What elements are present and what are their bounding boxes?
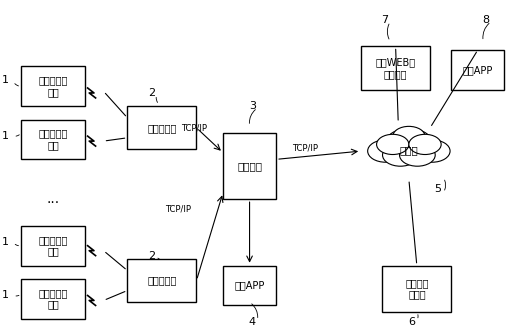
FancyBboxPatch shape: [21, 66, 85, 106]
Text: 应用APP: 应用APP: [463, 65, 493, 75]
Text: TCP/IP: TCP/IP: [165, 205, 191, 214]
FancyBboxPatch shape: [361, 46, 430, 90]
FancyBboxPatch shape: [223, 133, 276, 199]
FancyBboxPatch shape: [21, 120, 85, 159]
FancyBboxPatch shape: [382, 266, 451, 312]
Text: ...: ...: [47, 192, 59, 206]
FancyBboxPatch shape: [127, 106, 196, 149]
Text: 边缘物联网
节点: 边缘物联网 节点: [38, 235, 68, 257]
FancyBboxPatch shape: [451, 50, 504, 90]
Circle shape: [376, 134, 409, 154]
Text: TCP/IP: TCP/IP: [293, 143, 318, 152]
Text: 1: 1: [2, 290, 9, 300]
Circle shape: [409, 134, 441, 154]
Text: 专有APP: 专有APP: [234, 281, 265, 290]
Text: 混合建模
预测器: 混合建模 预测器: [405, 278, 429, 300]
Text: 边缘控制器: 边缘控制器: [147, 123, 177, 133]
Circle shape: [393, 126, 425, 146]
Circle shape: [414, 140, 450, 162]
Text: 8: 8: [482, 15, 490, 25]
Circle shape: [399, 144, 435, 166]
Text: 边缘控制器: 边缘控制器: [147, 276, 177, 286]
FancyBboxPatch shape: [223, 266, 276, 305]
Text: 2: 2: [148, 251, 155, 261]
Circle shape: [382, 144, 418, 166]
Text: 边缘物联网
节点: 边缘物联网 节点: [38, 128, 68, 150]
Text: 边缘网关: 边缘网关: [237, 161, 262, 171]
Text: 边缘物联网
节点: 边缘物联网 节点: [38, 75, 68, 97]
Text: 边缘物联网
节点: 边缘物联网 节点: [38, 288, 68, 310]
Text: TCP/IP: TCP/IP: [181, 123, 207, 132]
Text: 1: 1: [2, 75, 9, 85]
Text: 3: 3: [249, 101, 256, 111]
Text: 1: 1: [2, 131, 9, 141]
Text: 6: 6: [408, 317, 415, 327]
Circle shape: [367, 140, 404, 162]
Text: 云平台: 云平台: [399, 145, 418, 155]
FancyBboxPatch shape: [21, 279, 85, 319]
Text: 基于WEB的
网页平台: 基于WEB的 网页平台: [375, 57, 416, 79]
Circle shape: [386, 128, 432, 158]
Text: 2: 2: [148, 88, 155, 98]
Text: 4: 4: [249, 317, 256, 327]
Text: 5: 5: [434, 184, 442, 194]
FancyBboxPatch shape: [21, 226, 85, 266]
Text: 7: 7: [381, 15, 389, 25]
Text: 1: 1: [2, 237, 9, 247]
FancyBboxPatch shape: [127, 259, 196, 302]
